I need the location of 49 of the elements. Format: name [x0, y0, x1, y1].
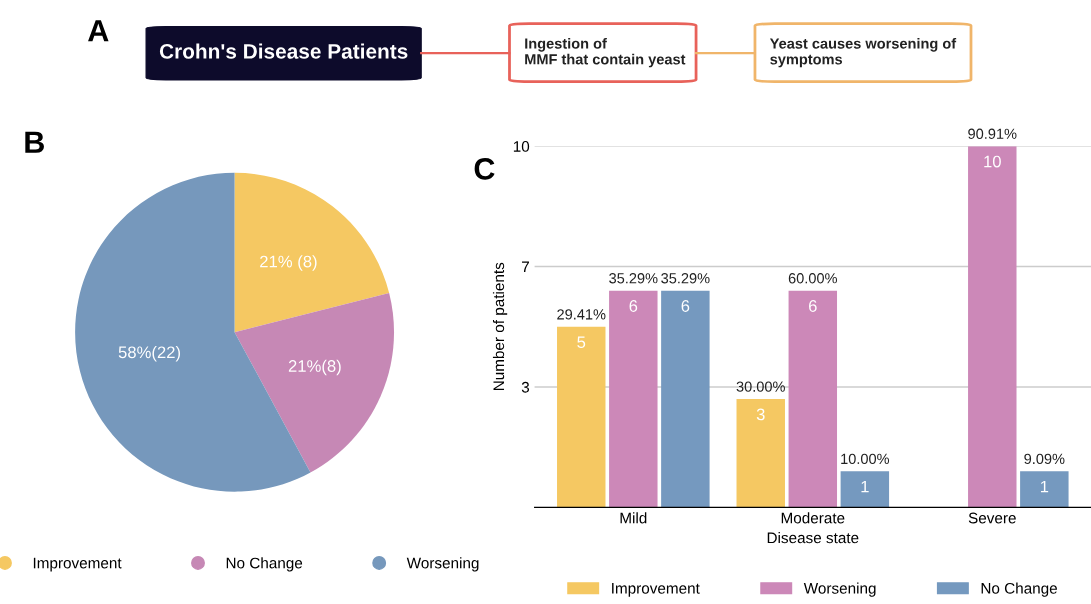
data-label: 6 — [681, 300, 690, 312]
bar — [1020, 471, 1069, 508]
annotation: 10.00% — [841, 453, 890, 465]
bar — [968, 146, 1017, 508]
chart-title: B — [25, 131, 44, 153]
bar — [557, 326, 606, 508]
annotation: 35.29% — [609, 273, 658, 284]
data-label: 1 — [1040, 480, 1049, 493]
legend-label: Worsening — [406, 557, 479, 572]
annotation: 30.00% — [736, 381, 785, 392]
annotation: 29.41% — [557, 309, 606, 320]
data-label: 10 — [984, 155, 1001, 168]
data-label: 5 — [577, 336, 586, 349]
y-axis-title: Number of patients — [492, 262, 508, 391]
bar — [788, 290, 838, 508]
pie-slice — [234, 293, 394, 473]
y-tick-label: 7 — [522, 261, 529, 273]
text: Ingestion of MMF that contain yeast — [525, 37, 686, 68]
data-label: 21%(8) — [288, 359, 341, 376]
legend-label: Improvement — [612, 583, 700, 597]
text: A — [88, 20, 109, 42]
bar — [609, 290, 658, 508]
y-tick-label: 10 — [513, 141, 530, 152]
data-label: 6 — [629, 300, 638, 312]
legend-label: Improvement — [33, 557, 122, 572]
legend-label: Worsening — [803, 582, 876, 597]
data-label: 6 — [809, 300, 817, 312]
bar — [736, 399, 785, 508]
x-tick-label: Moderate — [781, 512, 845, 524]
annotation: 35.29% — [661, 273, 710, 284]
x-tick-label: Severe — [968, 512, 1016, 524]
x-tick-label: Mild — [620, 512, 647, 524]
y-tick-label: 3 — [521, 381, 530, 393]
annotation: 60.00% — [788, 273, 838, 284]
bar — [661, 290, 710, 508]
x-axis-title: Disease state — [767, 532, 859, 544]
legend-label: No Change — [981, 582, 1057, 597]
legend-label: No Change — [226, 557, 303, 572]
data-label: 3 — [756, 408, 765, 421]
chart-title: C — [474, 158, 495, 180]
data-label: 1 — [861, 480, 869, 493]
bar — [840, 471, 890, 508]
annotation: 9.09% — [1024, 453, 1065, 465]
text: Crohn's Disease Patients — [159, 43, 408, 59]
data-label: 58%(22) — [118, 345, 181, 362]
text: Yeast causes worsening of symptoms — [769, 37, 957, 68]
text: 90.91% — [968, 128, 1017, 139]
data-label: 21% (8) — [260, 255, 317, 271]
pie-slice — [234, 172, 390, 333]
